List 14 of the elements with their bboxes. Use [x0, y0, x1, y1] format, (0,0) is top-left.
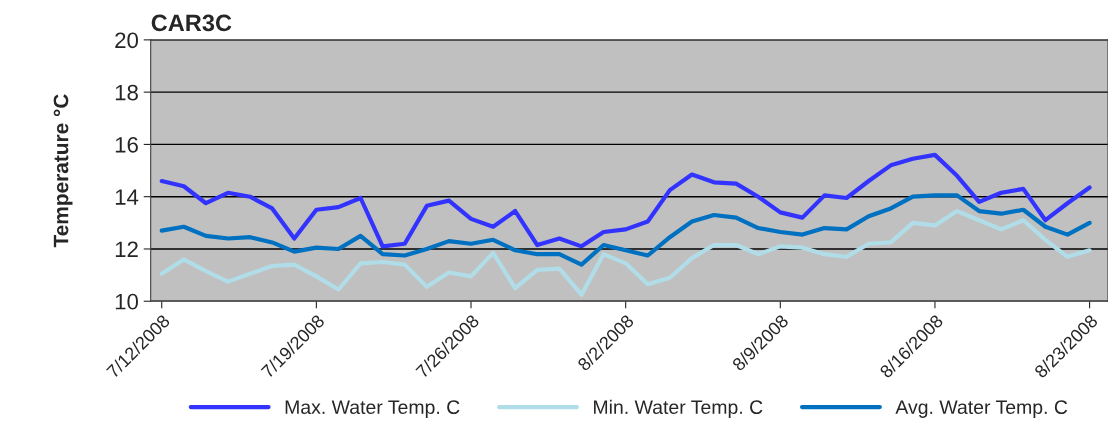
y-tick-label: 20: [115, 32, 139, 49]
line-series: [159, 152, 1092, 249]
y-tick-label: 14: [115, 189, 139, 205]
line-series: [159, 193, 1092, 267]
y-tick-label: 10: [115, 293, 139, 310]
legend-label: Min. Water Temp. C: [594, 399, 763, 418]
y-tick-label: 18: [115, 84, 138, 101]
y-axis-title: Temperature °C: [53, 94, 73, 248]
legend-label: Max. Water Temp. C: [285, 400, 460, 418]
y-tick-label: 12: [115, 241, 138, 258]
chart-title: CAR3C: [151, 14, 232, 32]
line-series: [159, 208, 1092, 297]
y-tick-label: 16: [115, 136, 138, 153]
legend-label: Avg. Water Temp. C: [895, 400, 1068, 418]
